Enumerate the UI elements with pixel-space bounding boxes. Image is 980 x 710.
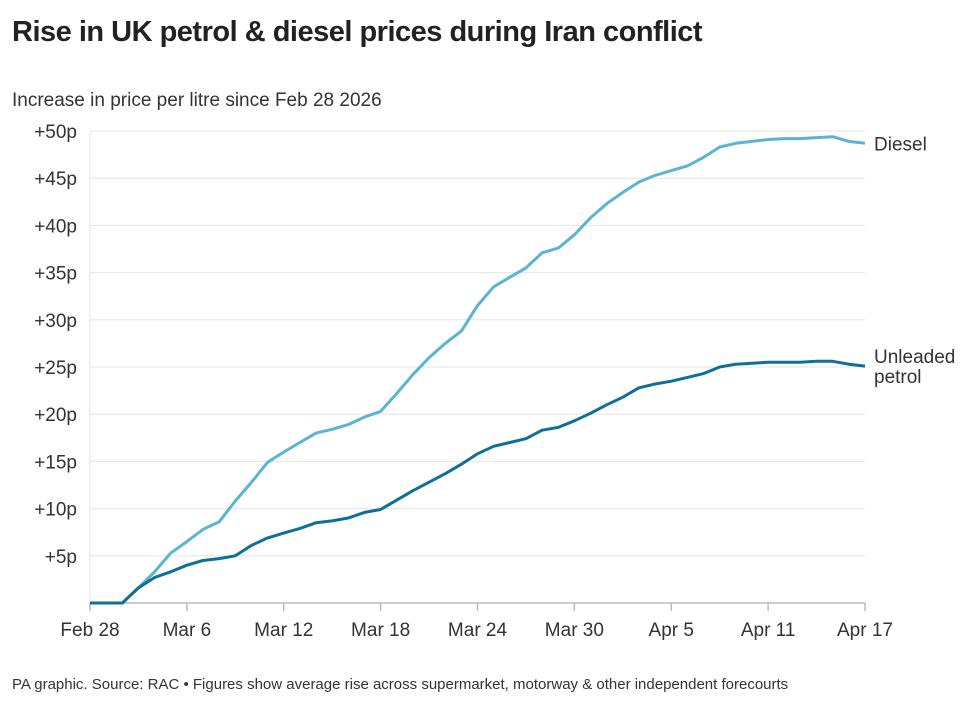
x-tick-label: Mar 18 (351, 620, 410, 641)
series-label-line: Diesel (874, 134, 927, 155)
chart-title: Rise in UK petrol & diesel prices during… (12, 16, 703, 48)
x-tick-label: Feb 28 (60, 620, 119, 641)
x-tick-label: Apr 5 (649, 620, 694, 641)
y-tick-label: +45p (34, 169, 77, 190)
chart-subtitle: Increase in price per litre since Feb 28… (12, 90, 382, 111)
x-tick-label: Mar 24 (448, 620, 508, 641)
y-tick-label: +35p (34, 264, 77, 285)
series-label-line: petrol (874, 367, 922, 388)
y-tick-label: +50p (34, 122, 77, 143)
y-tick-label: +25p (34, 358, 77, 379)
series-label-diesel: Diesel (874, 134, 927, 155)
x-tick-label: Apr 17 (837, 620, 893, 641)
source-note: PA graphic. Source: RAC • Figures show a… (12, 676, 789, 693)
x-tick-label: Mar 6 (163, 620, 212, 641)
y-tick-label: +30p (34, 311, 77, 332)
series-line-diesel (90, 135, 866, 605)
x-tick-label: Mar 12 (254, 620, 313, 641)
y-tick-label: +40p (34, 216, 77, 237)
y-tick-label: +10p (34, 500, 77, 521)
y-tick-label: +5p (45, 547, 77, 568)
x-tick-label: Mar 30 (545, 620, 604, 641)
series-line-unleaded-petrol (90, 359, 866, 605)
y-tick-label: +15p (34, 452, 77, 473)
series-label-unleaded-petrol: Unleaded petrol (874, 347, 955, 388)
x-tick-label: Apr 11 (741, 620, 796, 641)
y-tick-label: +20p (34, 405, 77, 426)
series-label-line: Unleaded (874, 347, 955, 368)
